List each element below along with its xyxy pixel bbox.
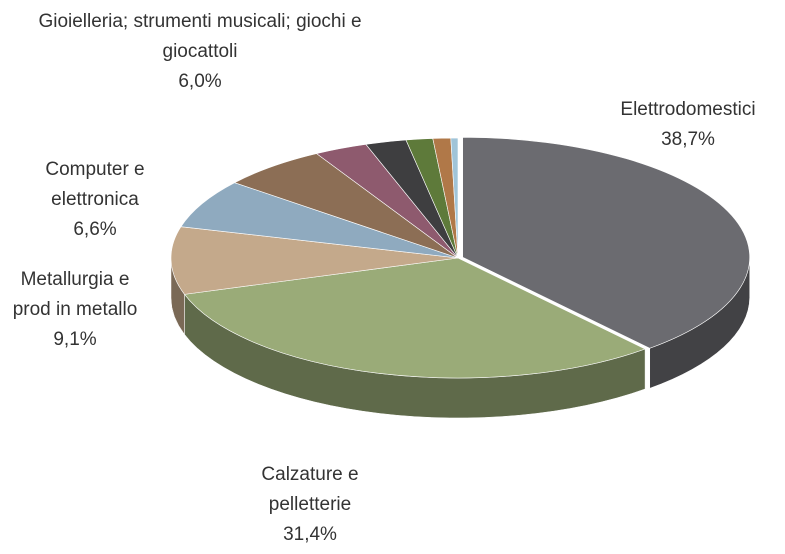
slice-top	[170, 226, 459, 295]
value-label: 6,0%	[178, 71, 222, 92]
category-label: Gioielleria; strumenti musicali; giochi …	[38, 11, 362, 62]
category-label: Computer e elettronica	[45, 159, 145, 210]
data-label: Calzature e pelletterie 31,4%	[245, 460, 375, 550]
category-label: Metallurgia e prod in metallo	[12, 269, 138, 320]
category-label: Elettrodomestici	[620, 99, 756, 120]
slice	[450, 137, 459, 259]
slice-top	[180, 182, 459, 259]
value-label: 6,6%	[73, 219, 117, 240]
data-label: Elettrodomestici 38,7%	[588, 95, 785, 155]
value-label: 38,7%	[661, 129, 715, 150]
slice	[462, 136, 750, 389]
slice-top	[450, 137, 459, 259]
data-label: Metallurgia e prod in metallo 9,1%	[10, 265, 140, 355]
slice	[183, 257, 646, 419]
slice-top	[183, 257, 646, 379]
value-label: 9,1%	[53, 329, 97, 350]
slice	[180, 182, 459, 259]
data-label: Computer e elettronica 6,6%	[25, 155, 165, 245]
category-label: Calzature e pelletterie	[261, 464, 359, 515]
data-label: Gioielleria; strumenti musicali; giochi …	[28, 7, 373, 97]
value-label: 31,4%	[283, 524, 337, 545]
slice	[170, 226, 459, 336]
slice-top	[462, 136, 750, 349]
